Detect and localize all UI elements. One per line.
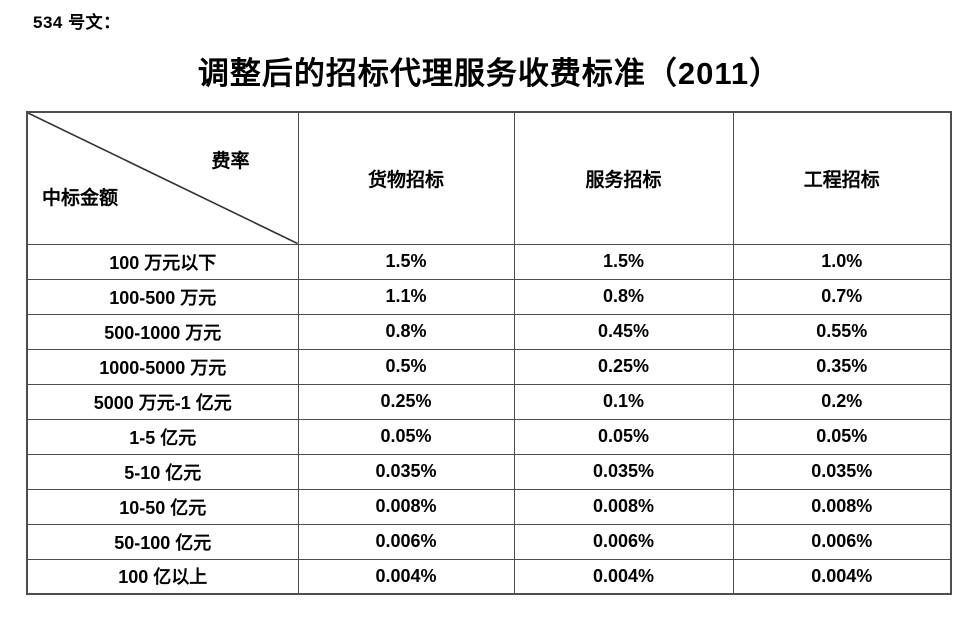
row-label: 100 万元以下 [26, 243, 299, 280]
rate-cell: 0.45% [513, 313, 734, 350]
rate-cell: 0.035% [732, 453, 952, 490]
rate-cell: 0.004% [732, 558, 952, 595]
rate-cell: 0.006% [513, 523, 734, 560]
table-row: 5-10 亿元 0.035% 0.035% 0.035% [26, 453, 952, 490]
table-row: 5000 万元-1 亿元 0.25% 0.1% 0.2% [26, 383, 952, 420]
rate-cell: 0.008% [297, 488, 515, 525]
row-label: 100 亿以上 [26, 558, 299, 595]
table-row: 100-500 万元 1.1% 0.8% 0.7% [26, 278, 952, 315]
rate-cell: 0.55% [732, 313, 952, 350]
rate-cell: 0.05% [297, 418, 515, 455]
column-header-engineering: 工程招标 [732, 111, 952, 245]
rate-cell: 0.5% [297, 348, 515, 385]
corner-label-rate: 费率 [211, 151, 250, 172]
row-label: 5000 万元-1 亿元 [26, 383, 299, 420]
rate-cell: 0.8% [513, 278, 734, 315]
rate-cell: 0.05% [732, 418, 952, 455]
rate-cell: 1.1% [297, 278, 515, 315]
column-header-goods: 货物招标 [297, 111, 515, 245]
page-title: 调整后的招标代理服务收费标准（2011） [197, 56, 782, 91]
rate-cell: 0.004% [513, 558, 734, 595]
row-label: 1000-5000 万元 [26, 348, 299, 385]
table-row: 100 亿以上 0.004% 0.004% 0.004% [26, 558, 952, 595]
rate-cell: 0.1% [513, 383, 734, 420]
rate-cell: 0.2% [732, 383, 952, 420]
row-label: 5-10 亿元 [26, 453, 299, 490]
fee-rate-table: 费率 中标金额 货物招标 服务招标 工程招标 100 万元以下 1.5% 1.5… [26, 111, 952, 595]
rate-cell: 0.006% [297, 523, 515, 560]
rate-cell: 1.5% [297, 243, 515, 280]
rate-cell: 0.008% [513, 488, 734, 525]
row-label: 50-100 亿元 [26, 523, 299, 560]
rate-cell: 0.25% [513, 348, 734, 385]
diagonal-line [28, 113, 298, 244]
row-label: 10-50 亿元 [26, 488, 299, 525]
corner-label-amount: 中标金额 [42, 188, 119, 209]
table-header-row: 费率 中标金额 货物招标 服务招标 工程招标 [26, 111, 952, 245]
rate-cell: 0.008% [732, 488, 952, 525]
table-row: 100 万元以下 1.5% 1.5% 1.0% [26, 243, 952, 280]
column-header-services: 服务招标 [513, 111, 734, 245]
rate-cell: 1.0% [732, 243, 952, 280]
row-label: 500-1000 万元 [26, 313, 299, 350]
table-row: 500-1000 万元 0.8% 0.45% 0.55% [26, 313, 952, 350]
table-row: 50-100 亿元 0.006% 0.006% 0.006% [26, 523, 952, 560]
doc-ref: 534 号文： [33, 13, 121, 32]
rate-cell: 0.006% [732, 523, 952, 560]
corner-header-cell: 费率 中标金额 [26, 111, 299, 245]
row-label: 1-5 亿元 [26, 418, 299, 455]
table-row: 10-50 亿元 0.008% 0.008% 0.008% [26, 488, 952, 525]
rate-cell: 1.5% [513, 243, 734, 280]
table-row: 1000-5000 万元 0.5% 0.25% 0.35% [26, 348, 952, 385]
row-label: 100-500 万元 [26, 278, 299, 315]
rate-cell: 0.004% [297, 558, 515, 595]
rate-cell: 0.7% [732, 278, 952, 315]
rate-cell: 0.35% [732, 348, 952, 385]
rate-cell: 0.25% [297, 383, 515, 420]
rate-cell: 0.8% [297, 313, 515, 350]
table-row: 1-5 亿元 0.05% 0.05% 0.05% [26, 418, 952, 455]
rate-cell: 0.035% [297, 453, 515, 490]
rate-cell: 0.05% [513, 418, 734, 455]
rate-cell: 0.035% [513, 453, 734, 490]
